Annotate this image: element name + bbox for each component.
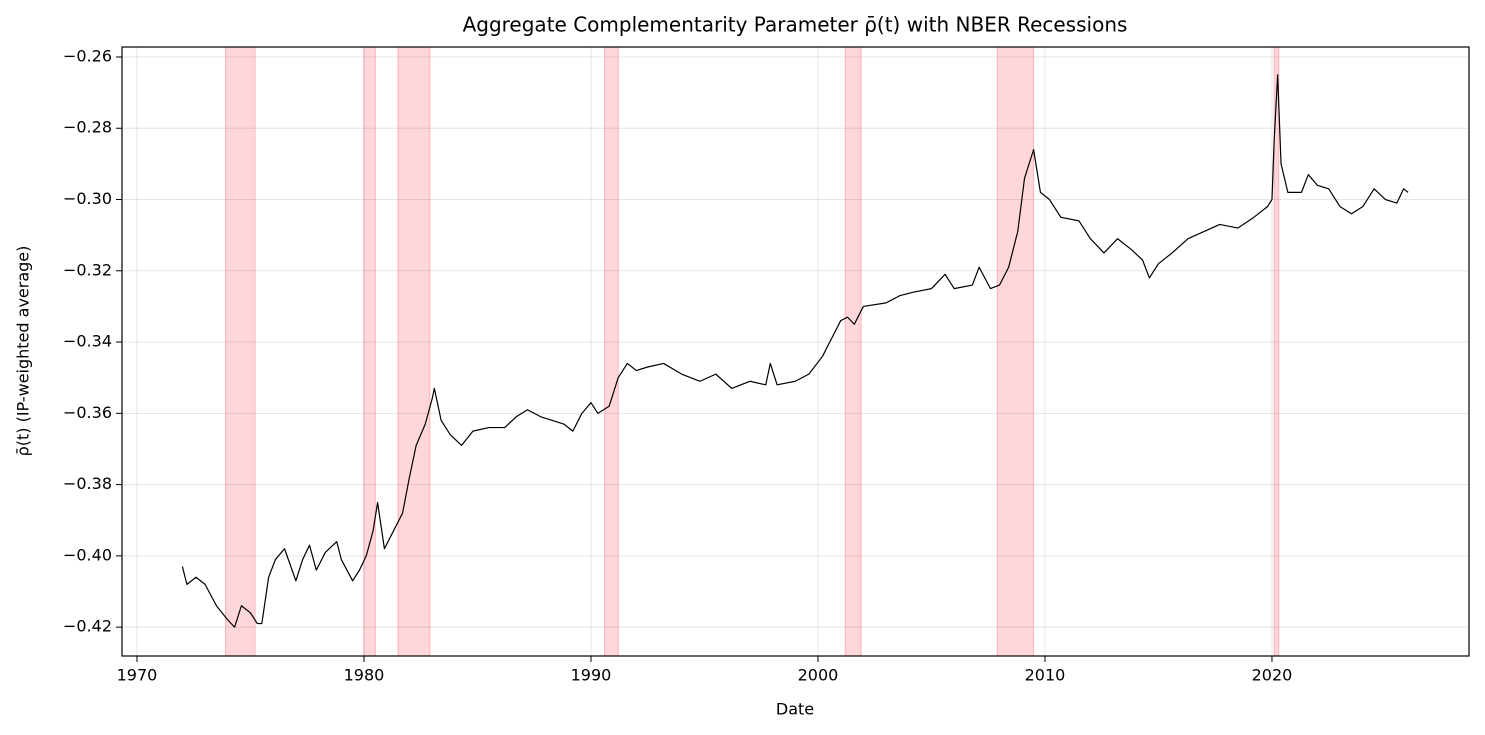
y-tick-label: −0.42 (63, 617, 112, 636)
plot-frame (121, 46, 1470, 657)
y-tick-label: −0.40 (63, 545, 112, 564)
x-tick-label: 2010 (1025, 666, 1066, 685)
data-line (181, 74, 1409, 628)
x-tick-label: 1980 (344, 666, 385, 685)
y-tick-label: −0.28 (63, 118, 112, 137)
y-tick-label: −0.30 (63, 189, 112, 208)
x-tick-label: 2020 (1252, 666, 1293, 685)
x-tick-label: 2000 (798, 666, 839, 685)
y-tick-label: −0.38 (63, 474, 112, 493)
recession-band (363, 46, 376, 657)
recession-band (844, 46, 862, 657)
y-tick-label: −0.26 (63, 46, 112, 65)
x-tick-label: 1970 (117, 666, 158, 685)
y-tick-label: −0.36 (63, 403, 112, 422)
y-tick-label: −0.32 (63, 260, 112, 279)
recession-band (996, 46, 1035, 657)
recession-band (604, 46, 619, 657)
x-tick-label: 1990 (571, 666, 612, 685)
x-axis-label: Date (776, 700, 814, 719)
chart-title: Aggregate Complementarity Parameter ρ̄(t… (463, 13, 1128, 37)
recession-band (1273, 46, 1280, 657)
y-tick-label: −0.34 (63, 332, 112, 351)
y-axis-label: ρ̄(t) (IP-weighted average) (14, 246, 33, 457)
recession-band (225, 46, 256, 657)
recession-band (397, 46, 431, 657)
